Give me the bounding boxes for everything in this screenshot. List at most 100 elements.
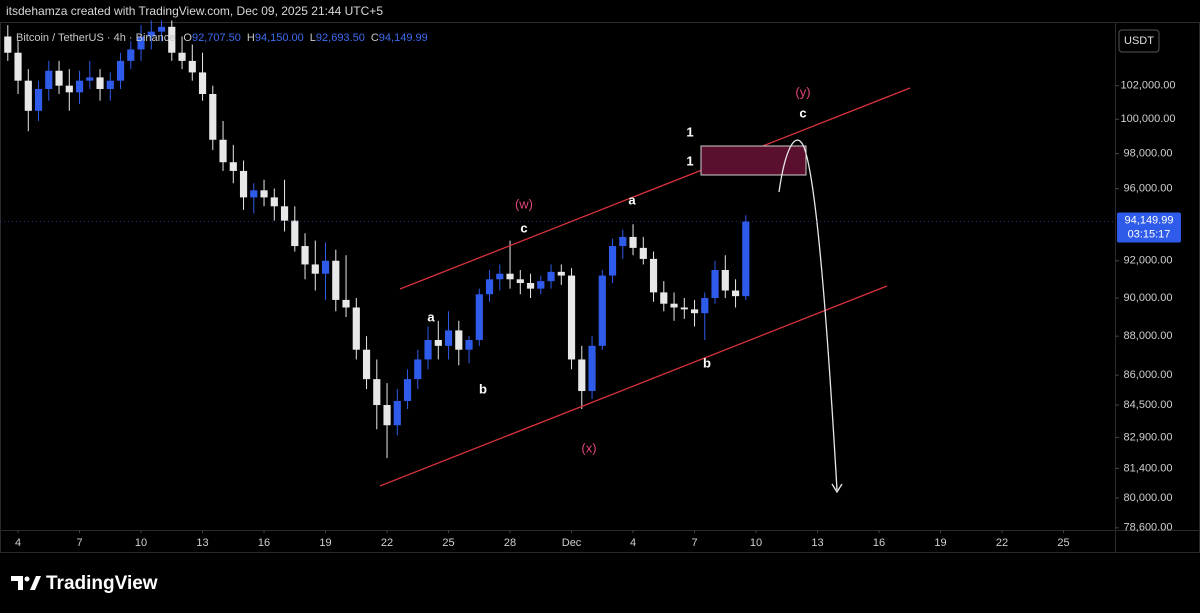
candle-body xyxy=(588,345,596,392)
candle-body xyxy=(414,359,422,380)
plot xyxy=(4,20,750,459)
candle-body xyxy=(270,197,278,207)
candle-body xyxy=(362,349,371,380)
x-tick-label: 10 xyxy=(750,537,762,549)
candle-body xyxy=(516,279,524,284)
arrow-head xyxy=(831,483,843,494)
wave-label: a xyxy=(427,309,435,324)
candle-body xyxy=(75,80,84,93)
candle-body xyxy=(168,26,176,53)
brand-name: TradingView xyxy=(46,573,158,594)
x-tick-label: 4 xyxy=(630,537,636,549)
candle-body xyxy=(147,31,155,37)
candle-body xyxy=(373,379,381,406)
candle-body xyxy=(598,275,606,346)
x-tick-label: 19 xyxy=(934,537,946,549)
ohlc-key: O xyxy=(183,32,192,44)
candle-body xyxy=(321,260,330,274)
y-tick-label: 84,500.00 xyxy=(1124,399,1173,411)
logo-dot xyxy=(24,576,30,582)
candle-body xyxy=(578,359,586,392)
wave-label: (y) xyxy=(795,84,810,99)
y-tick-label: 88,000.00 xyxy=(1124,330,1173,342)
candle-body xyxy=(86,77,94,81)
candle-body xyxy=(660,292,668,304)
candle-body xyxy=(444,330,453,346)
x-tick-label: 16 xyxy=(258,537,270,549)
caption: itsdehamza created with TradingView.com,… xyxy=(6,4,383,18)
candle-body xyxy=(178,52,186,61)
x-tick-label: Dec xyxy=(562,537,582,549)
candle-body xyxy=(311,264,319,274)
y-tick-label: 90,000.00 xyxy=(1124,292,1173,304)
symbol-header: Bitcoin / TetherUS · 4h · Binance O92,707… xyxy=(16,32,428,44)
x-tick-label: 25 xyxy=(442,537,454,549)
wave-label: a xyxy=(628,192,636,207)
y-tick-label: 82,900.00 xyxy=(1124,431,1173,443)
ohlc-key: H xyxy=(247,32,255,44)
wave-label: 1 xyxy=(686,124,693,139)
candle-body xyxy=(4,36,12,53)
wave-label: b xyxy=(479,381,487,396)
x-tick-label: 7 xyxy=(691,537,697,549)
logo-slash xyxy=(30,576,41,590)
x-tick-label: 25 xyxy=(1057,537,1069,549)
ohlc-key: C xyxy=(371,32,379,44)
candle-body xyxy=(506,273,514,280)
candle-body xyxy=(731,290,740,297)
last-price-label: 94,149.99 xyxy=(1125,214,1174,226)
candle-body xyxy=(608,246,617,276)
candle-body xyxy=(34,88,43,111)
x-tick-label: 19 xyxy=(319,537,331,549)
candle-body xyxy=(127,49,135,61)
x-tick-label: 28 xyxy=(504,537,516,549)
y-tick-label: 80,000.00 xyxy=(1124,492,1173,504)
candle-body xyxy=(45,70,53,89)
currency-button[interactable] xyxy=(1118,29,1160,53)
wave-label: (w) xyxy=(515,196,533,211)
x-tick-label: 22 xyxy=(381,537,393,549)
y-tick-label: 98,000.00 xyxy=(1124,147,1173,159)
candle-body xyxy=(393,401,401,426)
y-tick-label: 78,600.00 xyxy=(1124,522,1173,534)
x-tick-label: 4 xyxy=(15,537,21,549)
last-price-box xyxy=(1117,212,1181,243)
y-tick-label: 100,000.00 xyxy=(1120,113,1175,125)
candle-body xyxy=(403,379,412,402)
wave-label: b xyxy=(703,355,711,370)
candle-body xyxy=(434,340,442,346)
channel-upper xyxy=(399,87,911,290)
candle-body xyxy=(209,94,217,140)
ohlc-value: 94,150.00 xyxy=(255,32,304,44)
candle-body xyxy=(55,70,63,86)
candle-body xyxy=(701,298,709,314)
channel-lower xyxy=(379,285,888,487)
candle-body xyxy=(742,221,750,297)
wave-label: (x) xyxy=(581,440,596,455)
candle-body xyxy=(106,80,114,89)
currency-label: USDT xyxy=(1124,35,1154,47)
candle-body xyxy=(96,77,104,89)
target-zone xyxy=(700,145,807,176)
x-tick-label: 13 xyxy=(196,537,208,549)
candle-body xyxy=(690,309,699,314)
candle-body xyxy=(332,260,340,300)
candle-body xyxy=(65,85,73,93)
candle-body xyxy=(280,206,289,221)
candle-body xyxy=(680,307,688,310)
y-tick-label: 92,000.00 xyxy=(1124,255,1173,267)
y-tick-label: 81,400.00 xyxy=(1124,462,1173,474)
x-tick-label: 22 xyxy=(996,537,1008,549)
symbol-title: Bitcoin / TetherUS · 4h · Binance xyxy=(16,32,175,44)
candle-body xyxy=(670,303,678,308)
projection-path xyxy=(778,139,838,491)
candle-body xyxy=(116,60,125,81)
candle-body xyxy=(526,283,535,289)
logo-mark xyxy=(11,576,23,590)
candle-body xyxy=(619,236,627,247)
brand-logo xyxy=(11,576,41,590)
countdown-label: 03:15:17 xyxy=(1128,228,1171,240)
candle-body xyxy=(188,60,196,73)
y-tick-label: 96,000.00 xyxy=(1124,182,1173,194)
